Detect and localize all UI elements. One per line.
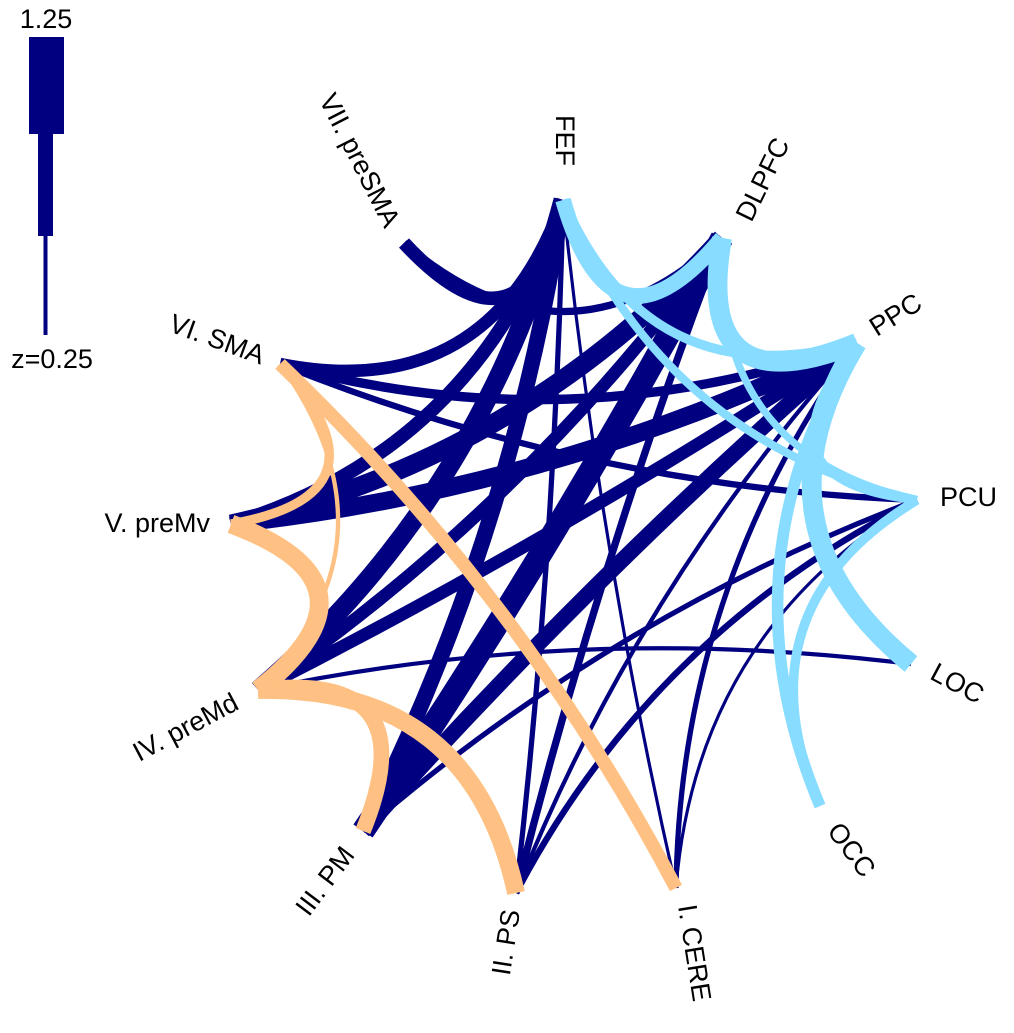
node-label-ps: II. PS	[486, 907, 526, 977]
node-label-occ: OCC	[822, 817, 882, 883]
edge-cere-fef	[561, 199, 678, 889]
node-label-pm: III. PM	[290, 841, 361, 921]
edge-premv-premd	[227, 515, 329, 698]
node-label-pcu: PCU	[940, 482, 997, 512]
edge-ps-ppc	[514, 341, 859, 894]
legend-min-label: z=0.25	[11, 344, 93, 374]
node-label-premd: IV. preMd	[128, 687, 243, 767]
edge-ps-fef	[513, 199, 566, 894]
legend-bar-min	[43, 236, 48, 335]
edge-cere-ppc	[673, 341, 860, 889]
edge-pm-fef	[355, 198, 571, 835]
edge-sma-cere	[275, 359, 683, 892]
motor-network-edges	[227, 359, 683, 895]
edge-ps-dlpfc	[512, 236, 726, 894]
edge-dlpfc-ppc	[707, 236, 861, 372]
edge-pcu-occ	[788, 495, 920, 808]
frontoparietal-network-edges	[555, 197, 920, 809]
node-label-sma: VI. SMA	[165, 308, 268, 370]
edge-dlpfc-pcu	[717, 237, 918, 504]
legend-max-label: 1.25	[20, 4, 73, 34]
node-label-ppc: PPC	[864, 287, 927, 342]
node-label-cere: I. CERE	[672, 902, 717, 1003]
edge-ps-pcu	[513, 497, 919, 895]
node-label-dlpfc: DLPFC	[730, 133, 796, 226]
legend-bar-max	[29, 37, 64, 134]
edge-width-legend: 1.25 z=0.25	[11, 4, 93, 374]
node-label-presma: VII. preSMA	[313, 89, 406, 232]
node-label-fef: FEF	[550, 115, 580, 166]
edge-premd-ps	[257, 681, 525, 895]
node-label-loc: LOC	[926, 657, 989, 710]
edge-premd-dlpfc	[254, 234, 728, 696]
between-network-edges	[228, 197, 919, 895]
node-label-premv: V. preMv	[104, 508, 210, 538]
legend-bar-mid	[38, 134, 53, 236]
